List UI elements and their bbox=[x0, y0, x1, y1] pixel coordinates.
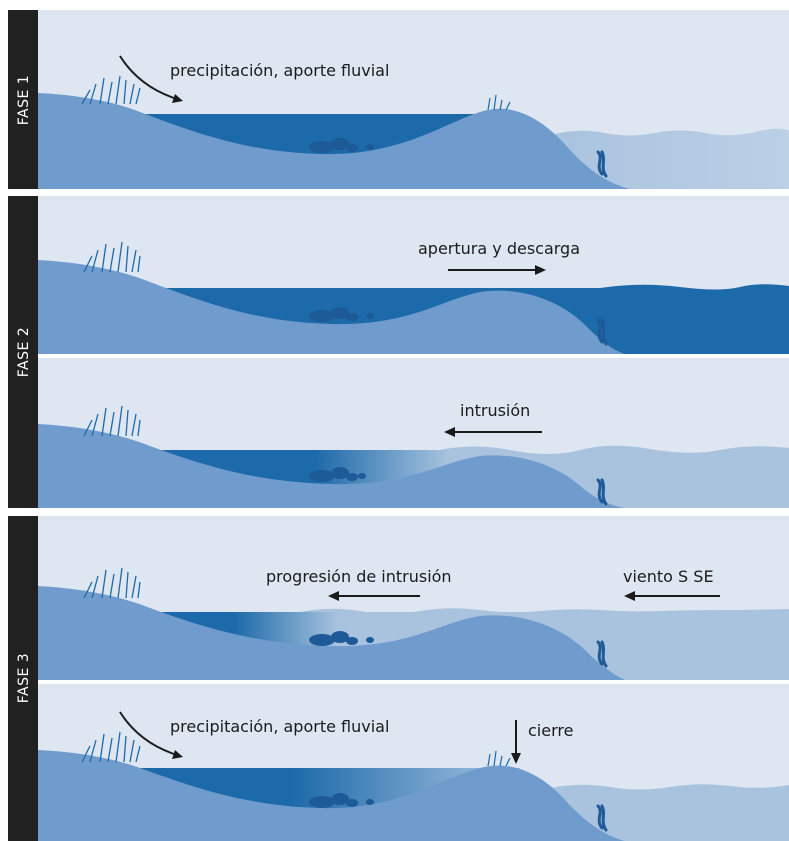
discharge-arrowhead bbox=[535, 265, 546, 275]
grass-icon bbox=[81, 75, 141, 105]
rocks bbox=[309, 793, 374, 808]
scene-phase3-progression: progresión de intrusión viento S SE bbox=[38, 516, 789, 680]
grass-icon bbox=[83, 405, 141, 437]
grass-icon bbox=[83, 567, 141, 599]
scene-phase3-closure: precipitación, aporte fluvial cierre bbox=[38, 684, 789, 841]
precipitation-arrow bbox=[119, 711, 181, 757]
phase-2-sidebar: FASE 2 bbox=[8, 196, 38, 508]
grass-icon bbox=[81, 731, 141, 763]
discharge-label: apertura y descarga bbox=[418, 239, 580, 258]
rocks bbox=[309, 631, 374, 646]
precipitation-arrowhead bbox=[172, 94, 183, 103]
seaweed-icon bbox=[596, 318, 608, 346]
phase-3-label: FASE 3 bbox=[16, 653, 32, 703]
seaweed-icon bbox=[596, 804, 608, 832]
seaweed-icon bbox=[596, 478, 608, 506]
precipitation-label: precipitación, aporte fluvial bbox=[170, 61, 389, 80]
grass-icon bbox=[487, 94, 511, 111]
closure-label: cierre bbox=[528, 721, 573, 740]
phase-1-label: FASE 1 bbox=[16, 75, 32, 125]
intrusion-label: intrusión bbox=[460, 401, 530, 420]
closure-arrowhead bbox=[511, 753, 521, 764]
progression-arrowhead bbox=[328, 591, 339, 601]
precipitation-arrowhead bbox=[172, 750, 183, 759]
sea-water bbox=[555, 128, 789, 189]
precipitation-label: precipitación, aporte fluvial bbox=[170, 717, 389, 736]
scene-phase1-precipitation: precipitación, aporte fluvial bbox=[38, 10, 789, 189]
scene-phase2-opening: apertura y descarga bbox=[38, 196, 789, 354]
rocks bbox=[309, 307, 374, 322]
grass-icon bbox=[487, 750, 511, 767]
wind-arrowhead bbox=[624, 591, 635, 601]
seaweed-icon bbox=[596, 150, 608, 178]
rocks bbox=[309, 138, 374, 153]
sea-water bbox=[550, 784, 789, 841]
land-profile bbox=[38, 750, 625, 841]
wind-label: viento S SE bbox=[623, 567, 714, 586]
phase-3-sidebar: FASE 3 bbox=[8, 516, 38, 841]
land-profile bbox=[38, 424, 625, 508]
land-profile bbox=[38, 586, 625, 680]
scene-phase2-intrusion: intrusión bbox=[38, 358, 789, 508]
phase-2-label: FASE 2 bbox=[16, 327, 32, 377]
precipitation-arrow bbox=[119, 55, 181, 101]
phase-1-sidebar: FASE 1 bbox=[8, 10, 38, 189]
intrusion-arrowhead bbox=[444, 427, 455, 437]
progression-label: progresión de intrusión bbox=[266, 567, 452, 586]
rocks bbox=[309, 467, 366, 482]
land-profile bbox=[38, 93, 630, 189]
land-profile bbox=[38, 260, 625, 354]
grass-icon bbox=[83, 241, 141, 273]
seaweed-icon bbox=[596, 640, 608, 668]
